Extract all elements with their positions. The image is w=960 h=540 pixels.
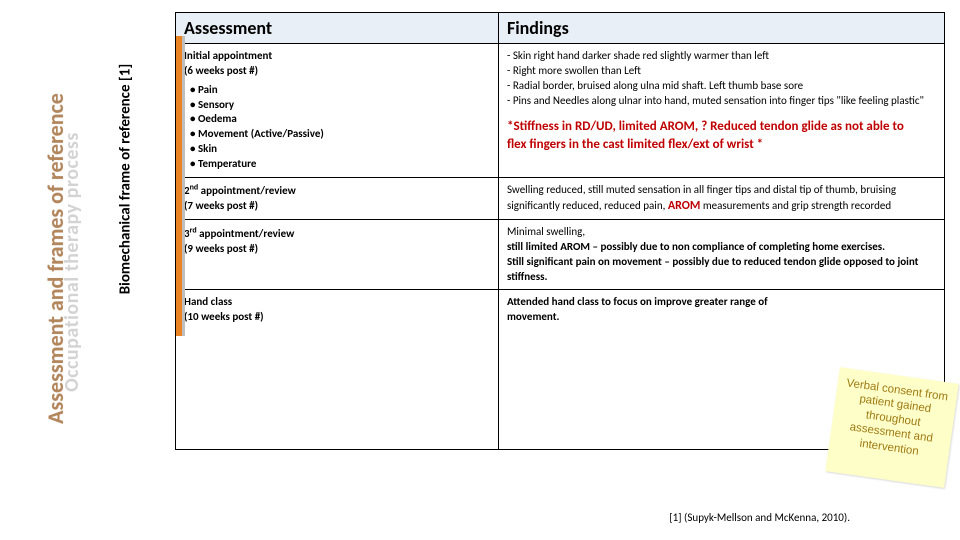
table-row: Initial appointment (6 weeks post #) Pai… xyxy=(176,44,945,178)
findings-cell: Minimal swelling, still limited AROM – p… xyxy=(498,220,944,290)
table-row: 2nd appointment/review (7 weeks post #) … xyxy=(176,177,945,219)
assessment-bullets: Pain Sensory Oedema Movement (Active/Pas… xyxy=(190,83,490,172)
table-row: 3rd appointment/review (9 weeks post #) … xyxy=(176,220,945,290)
assessment-subtitle: (7 weeks post #) xyxy=(184,199,258,212)
assessment-cell: 2nd appointment/review (7 weeks post #) xyxy=(176,177,499,219)
assessment-cell: 3rd appointment/review (9 weeks post #) xyxy=(176,220,499,290)
table-row: Hand class (10 weeks post #) Attended ha… xyxy=(176,290,945,450)
bullet-item: Sensory xyxy=(190,98,490,113)
header-assessment: Assessment xyxy=(176,13,499,44)
assessment-cell: Initial appointment (6 weeks post #) Pai… xyxy=(176,44,499,178)
assessment-title: Hand class xyxy=(184,295,232,308)
findings-cell: Swelling reduced, still muted sensation … xyxy=(498,177,944,219)
finding-bold-line: Attended hand class to focus on improve … xyxy=(507,295,786,325)
findings-cell: - Skin right hand darker shade red sligh… xyxy=(498,44,944,178)
vertical-label-middle: Occupational therapy process xyxy=(60,132,84,392)
finding-line: - Radial border, bruised along ulna mid … xyxy=(507,79,936,94)
finding-line: - Right more swollen than Left xyxy=(507,64,936,79)
bullet-item: Movement (Active/Passive) xyxy=(190,127,490,142)
bullet-item: Temperature xyxy=(190,157,490,172)
vertical-label-inner: Biomechanical frame of reference [1] xyxy=(116,64,134,295)
assessment-subtitle: (10 weeks post #) xyxy=(184,310,264,323)
assessment-title: 2nd appointment/review xyxy=(184,184,296,197)
accent-band-gray xyxy=(182,36,185,336)
bullet-item: Pain xyxy=(190,83,490,98)
assessment-subtitle: (9 weeks post #) xyxy=(184,242,258,255)
assessment-title: 3rd appointment/review xyxy=(184,227,294,240)
citation-text: [1] (Supyk-Mellson and McKenna, 2010). xyxy=(669,511,850,524)
assessment-title: Initial appointment xyxy=(184,49,272,62)
header-findings: Findings xyxy=(498,13,944,44)
assessment-cell: Hand class (10 weeks post #) xyxy=(176,290,499,450)
finding-highlight: *Stiffness in RD/UD, limited AROM, ? Red… xyxy=(507,118,936,153)
bullet-item: Skin xyxy=(190,142,490,157)
assessment-table: Assessment Findings Initial appointment … xyxy=(175,12,945,450)
bullet-item: Oedema xyxy=(190,112,490,127)
finding-bold-line: Still significant pain on movement – pos… xyxy=(507,255,936,285)
finding-line: - Skin right hand darker shade red sligh… xyxy=(507,49,936,64)
finding-text: measurements and grip strength recorded xyxy=(700,199,891,212)
assessment-subtitle: (6 weeks post #) xyxy=(184,64,258,77)
finding-bold-line: still limited AROM – possibly due to non… xyxy=(507,240,936,255)
finding-line: - Pins and Needles along ulnar into hand… xyxy=(507,94,936,109)
finding-line: Minimal swelling, xyxy=(507,225,936,240)
sticky-note: Verbal consent from patient gained throu… xyxy=(825,367,958,488)
finding-red-inline: AROM xyxy=(668,199,701,213)
